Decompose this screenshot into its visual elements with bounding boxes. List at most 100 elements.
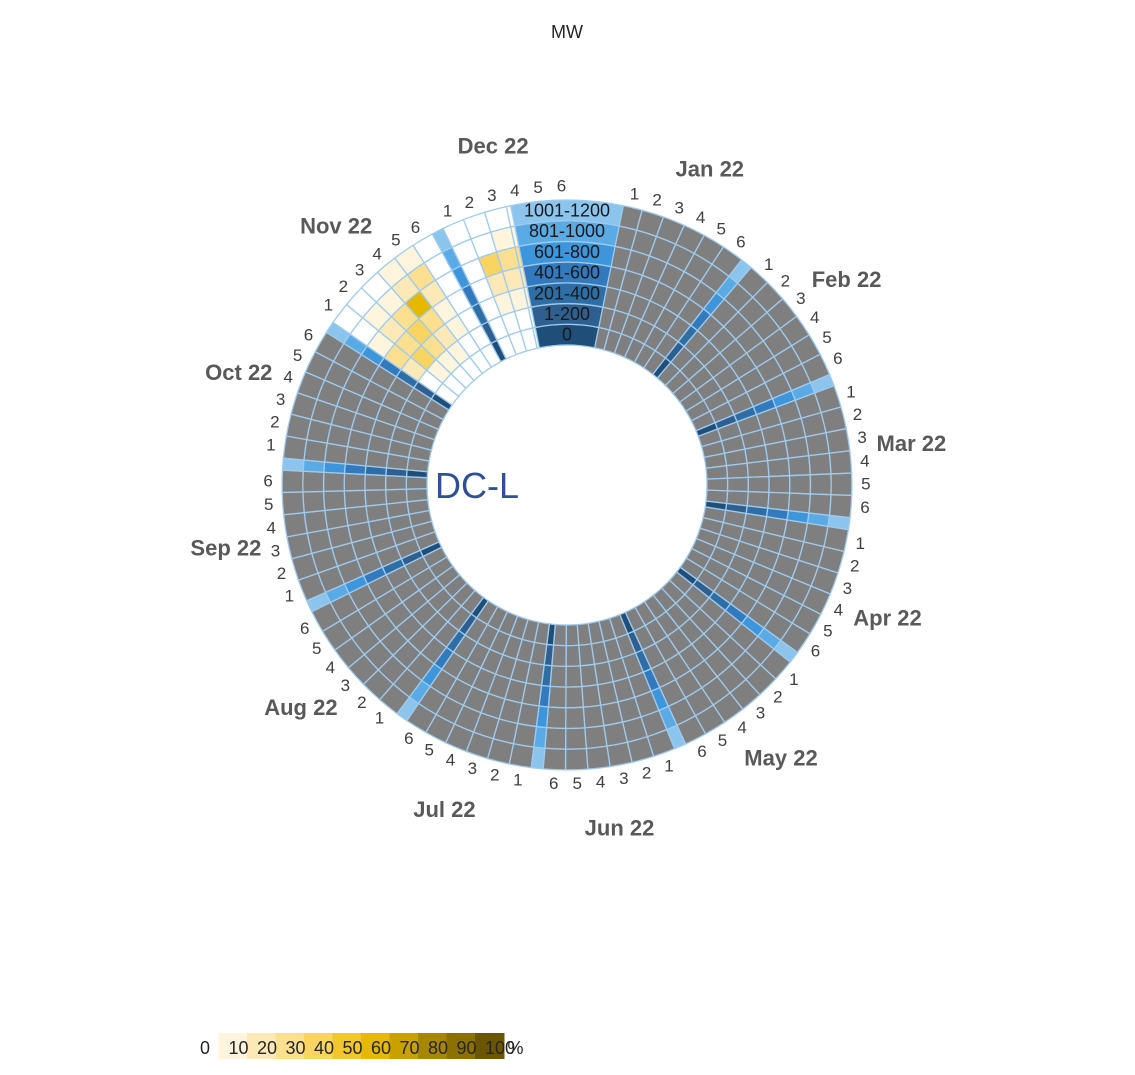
cell-mar-22-row-4-band-201-400 xyxy=(746,459,770,479)
band-separator-feb-22-1001-1200 xyxy=(809,373,835,394)
row-label-feb-22-2: 2 xyxy=(781,272,790,291)
row-label-jul-22-2: 2 xyxy=(490,766,499,785)
cell-mar-22-row-6-band-601-800 xyxy=(787,492,812,514)
legend-tick-10: 10 xyxy=(229,1038,249,1058)
band-separator-mar-22-1001-1200 xyxy=(827,514,851,531)
row-label-feb-22-3: 3 xyxy=(796,289,805,308)
legend-swatch-10 xyxy=(218,1033,248,1059)
cell-oct-22-row-1-band-1001-1200 xyxy=(282,435,308,461)
row-label-jan-22-2: 2 xyxy=(652,191,661,210)
legend-swatch-0 xyxy=(190,1033,220,1059)
cell-sep-22-row-5-band-801-1000 xyxy=(302,490,326,514)
row-label-oct-22-5: 5 xyxy=(293,346,302,365)
cell-mar-22-row-3-band-1001-1200 xyxy=(825,427,851,454)
cell-mar-22-row-3-band-601-800 xyxy=(784,436,810,459)
row-label-nov-22-2: 2 xyxy=(339,277,348,296)
legend-swatch-20 xyxy=(247,1033,277,1059)
cell-jun-22-row-4-band-201-400 xyxy=(579,663,599,688)
row-label-dec-22-2: 2 xyxy=(465,193,474,212)
cell-sep-22-row-5-band-1-200 xyxy=(384,488,408,505)
row-label-sep-22-1: 1 xyxy=(285,586,294,605)
row-label-jul-22-5: 5 xyxy=(424,741,433,760)
cell-jun-22-row-6-band-601-800 xyxy=(545,706,567,730)
cell-jun-22-row-6-band-801-1000 xyxy=(544,726,567,750)
cell-mar-22-row-5-band-0 xyxy=(706,477,729,492)
cell-mar-22-row-6-band-401-600 xyxy=(767,491,791,512)
band-separator-nov-22-1001-1200 xyxy=(431,227,453,254)
row-label-aug-22-2: 2 xyxy=(357,693,366,712)
band-label-401-600: 401-600 xyxy=(534,263,600,283)
row-label-nov-22-6: 6 xyxy=(411,218,420,237)
row-label-mar-22-1: 1 xyxy=(846,382,855,401)
row-label-mar-22-4: 4 xyxy=(860,451,869,470)
month-label-mar-22: Mar 22 xyxy=(877,431,947,456)
band-label-801-1000: 801-1000 xyxy=(529,221,605,241)
row-label-apr-22-5: 5 xyxy=(823,622,832,641)
row-label-mar-22-5: 5 xyxy=(861,475,870,494)
month-label-sep-22: Sep 22 xyxy=(190,536,261,561)
month-label-jan-22: Jan 22 xyxy=(676,156,745,181)
row-label-apr-22-2: 2 xyxy=(850,557,859,576)
row-label-sep-22-5: 5 xyxy=(264,495,273,514)
cell-jun-22-row-4-band-801-1000 xyxy=(584,724,608,750)
band-separator-jun-22-401-600 xyxy=(538,684,551,708)
cell-sep-22-row-6-band-201-400 xyxy=(364,473,387,491)
legend-swatch-80 xyxy=(418,1033,448,1059)
cell-mar-22-row-6-band-801-1000 xyxy=(808,493,832,517)
row-label-nov-22-4: 4 xyxy=(372,245,381,264)
cell-jun-22-row-5-band-1-200 xyxy=(565,644,581,668)
cell-mar-22-row-5-band-801-1000 xyxy=(809,473,832,496)
band-separator-may-22-1001-1200 xyxy=(665,724,687,750)
row-label-jul-22-4: 4 xyxy=(446,751,455,770)
band-separator-jul-22-1001-1200 xyxy=(396,696,420,722)
cell-sep-22-row-4-band-201-400 xyxy=(365,503,390,523)
row-label-nov-22-3: 3 xyxy=(355,260,364,279)
band-label-0: 0 xyxy=(562,325,572,345)
band-separator-oct-22-1001-1200 xyxy=(325,321,351,345)
band-separator-sep-22-1001-1200 xyxy=(281,457,305,472)
cell-sep-22-row-5-band-201-400 xyxy=(364,489,388,507)
cell-mar-22-row-6-band-1001-1200 xyxy=(828,494,853,519)
month-label-dec-22: Dec 22 xyxy=(458,134,529,159)
row-label-aug-22-6: 6 xyxy=(300,619,309,638)
cell-mar-22-row-5-band-401-600 xyxy=(768,474,791,494)
row-label-feb-22-4: 4 xyxy=(810,308,819,327)
row-label-mar-22-3: 3 xyxy=(857,428,866,447)
cell-sep-22-row-3-band-1001-1200 xyxy=(286,532,313,560)
cell-jun-22-row-5-band-201-400 xyxy=(565,665,583,688)
row-label-may-22-4: 4 xyxy=(737,718,746,737)
cell-mar-22-row-4-band-601-800 xyxy=(787,455,811,477)
band-labels: 01-200201-400401-600601-800801-10001001-… xyxy=(524,200,610,344)
month-label-oct-22: Oct 22 xyxy=(205,360,272,385)
row-label-jun-22-2: 2 xyxy=(642,764,651,783)
row-label-sep-22-2: 2 xyxy=(277,564,286,583)
legend-swatch-40 xyxy=(304,1033,334,1059)
row-label-dec-22-5: 5 xyxy=(533,178,542,197)
legend-tick-100: 100 xyxy=(485,1038,515,1058)
cell-mar-22-row-4-band-401-600 xyxy=(766,457,791,478)
row-label-sep-22-4: 4 xyxy=(266,518,275,537)
row-label-feb-22-1: 1 xyxy=(764,255,773,274)
month-label-nov-22: Nov 22 xyxy=(300,214,372,239)
row-label-aug-22-3: 3 xyxy=(341,676,350,695)
row-label-oct-22-6: 6 xyxy=(304,325,313,344)
band-separator-apr-22-1001-1200 xyxy=(773,639,799,663)
band-label-201-400: 201-400 xyxy=(534,283,600,303)
band-separator-sep-22-1-200 xyxy=(385,467,408,478)
band-separator-sep-22-801-1000 xyxy=(302,459,326,473)
band-separator-aug-22-1001-1200 xyxy=(305,591,332,613)
cell-jun-22-row-4-band-601-800 xyxy=(582,704,605,729)
band-header-cells xyxy=(281,199,851,770)
row-label-may-22-5: 5 xyxy=(718,731,727,750)
row-label-nov-22-5: 5 xyxy=(391,231,400,250)
month-label-jul-22: Jul 22 xyxy=(413,797,475,822)
row-label-apr-22-4: 4 xyxy=(834,601,843,620)
legend-swatch-70 xyxy=(389,1033,419,1059)
row-label-oct-22-4: 4 xyxy=(283,368,292,387)
cell-sep-22-row-5-band-1001-1200 xyxy=(281,491,305,516)
cell-sep-22-row-5-band-601-800 xyxy=(322,490,347,512)
cell-jun-22-row-6-band-1-200 xyxy=(551,644,567,668)
center-title: DC-L xyxy=(435,465,519,506)
legend-swatch-100 xyxy=(475,1033,505,1059)
legend-tick-80: 80 xyxy=(428,1038,448,1058)
